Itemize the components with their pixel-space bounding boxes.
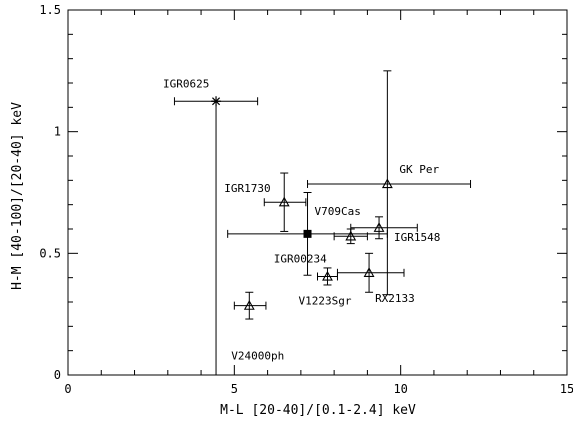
point-label-v709cas: V709Cas xyxy=(315,205,361,218)
point-label-igr0625: IGR0625 xyxy=(163,77,209,90)
error-bar-igr0625 xyxy=(173,97,259,375)
error-bar-v24000ph xyxy=(233,291,267,320)
point-label-igr1548: IGR1548 xyxy=(394,231,440,244)
x-tick-label: 0 xyxy=(64,382,71,396)
error-bar-gk-per xyxy=(307,70,472,296)
asterisk-stroke xyxy=(212,97,221,106)
y-tick-label: 0 xyxy=(54,368,61,382)
point-label-v24000ph: V24000ph xyxy=(231,350,284,363)
error-bar-v1223sgr xyxy=(317,267,338,286)
error-bar-igr00234 xyxy=(333,228,368,245)
data-markers xyxy=(211,96,393,310)
error-bars xyxy=(173,70,472,375)
point-igr0625 xyxy=(211,96,222,107)
point-label-igr1730: IGR1730 xyxy=(224,182,270,195)
plot-border xyxy=(67,9,568,376)
point-v24000ph xyxy=(243,300,255,310)
point-v709cas xyxy=(303,229,312,238)
tick-labels: 0 5 10 15 0 0.5 1 1.5 xyxy=(39,3,573,396)
point-igr1548 xyxy=(373,222,385,232)
y-tick-label: 0.5 xyxy=(39,246,61,260)
plot-frame xyxy=(67,9,568,376)
point-label-rx2133: RX2133 xyxy=(375,292,415,305)
axis-ticks xyxy=(67,9,568,376)
x-tick-label: 15 xyxy=(560,382,573,396)
point-igr00234 xyxy=(345,230,357,241)
point-labels: IGR0625 GK Per IGR1730 V709Cas IGR1548 IGR002… xyxy=(163,77,440,362)
x-tick-label: 5 xyxy=(231,382,238,396)
y-axis-label: H-M [40-100]/[20-40] keV xyxy=(10,102,25,290)
error-bar-igr1548 xyxy=(350,216,418,240)
error-bar-igr1730 xyxy=(263,172,307,232)
point-gk-per xyxy=(381,178,393,189)
point-igr1730 xyxy=(278,196,290,207)
point-label-igr00234: IGR00234 xyxy=(274,252,327,265)
error-bar-rx2133 xyxy=(336,252,405,293)
y-tick-label: 1.5 xyxy=(39,3,61,17)
point-rx2133 xyxy=(363,267,375,277)
point-label-gk-per: GK Per xyxy=(399,163,439,176)
point-label-v1223sgr: V1223Sgr xyxy=(298,294,351,307)
x-tick-label: 10 xyxy=(393,382,407,396)
x-axis-label: M-L [20-40]/[0.1-2.4] keV xyxy=(220,403,416,418)
point-v1223sgr xyxy=(322,270,333,281)
y-tick-label: 1 xyxy=(54,125,61,139)
